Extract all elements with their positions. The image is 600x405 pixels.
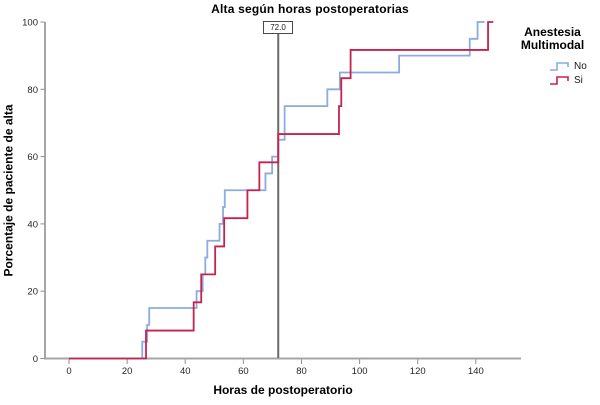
x-tick-label: 80 <box>296 366 307 377</box>
legend-step-icon-si <box>550 76 569 85</box>
legend-step-icon-no <box>550 62 569 71</box>
y-tick-label: 20 <box>27 287 38 298</box>
series-line-si <box>69 21 494 360</box>
y-tick-label: 80 <box>27 85 38 96</box>
chart-title: Alta según horas postoperatorias <box>211 2 409 16</box>
legend-title: Anestesia Multimodal <box>505 26 600 52</box>
x-tick-label: 40 <box>180 366 191 377</box>
y-tick-label: 0 <box>33 354 38 365</box>
series-line-no <box>69 21 485 360</box>
x-tick-label: 140 <box>468 366 484 377</box>
x-tick-label: 120 <box>410 366 426 377</box>
legend-entry-no: No <box>549 59 600 73</box>
legend-title-line1: Anestesia <box>524 25 581 39</box>
legend-entries: No Si <box>505 59 600 87</box>
y-tick-label: 100 <box>22 18 38 29</box>
x-axis-title: Horas de postoperatorio <box>213 383 353 397</box>
x-tick-label: 60 <box>238 366 249 377</box>
x-tick-label: 20 <box>122 366 133 377</box>
legend: Anestesia Multimodal No Si <box>505 26 600 87</box>
legend-entry-label: Si <box>574 74 583 86</box>
legend-title-line2: Multimodal <box>520 38 585 52</box>
y-tick-label: 40 <box>27 219 38 230</box>
x-tick-label: 0 <box>66 366 71 377</box>
x-tick-label: 100 <box>352 366 368 377</box>
y-axis-title: Porcentaje de paciente de alta <box>1 104 16 277</box>
legend-entry-label: No <box>574 60 587 72</box>
reference-line-label: 72.0 <box>263 21 293 34</box>
legend-entry-si: Si <box>549 73 600 87</box>
y-tick-label: 60 <box>27 152 38 163</box>
